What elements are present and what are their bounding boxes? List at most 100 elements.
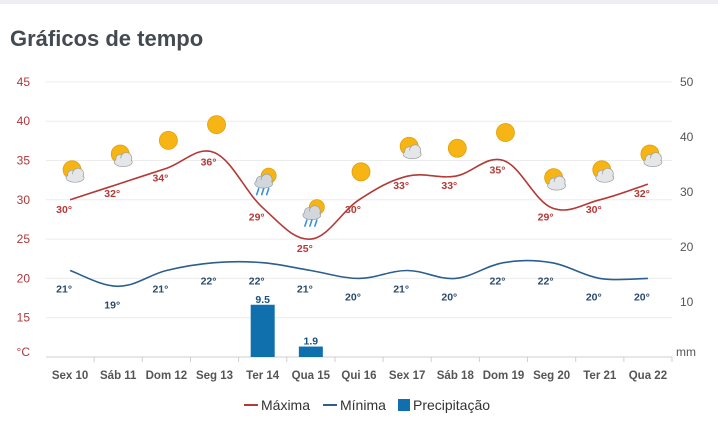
min-temp-value: 21 [393,284,405,296]
min-temp-value: 20 [586,291,598,303]
sun-cloud-icon [62,160,85,183]
legend-label: Precipitação [413,397,490,413]
x-tick-label: Ter 21 [583,370,617,382]
rain-drop [255,187,260,196]
max-temp-value: 30 [586,204,598,216]
precipitation-label: 1.9 [304,336,319,348]
x-tick-label: Ter 14 [246,370,280,382]
y-right-unit: mm [676,345,696,359]
min-temp-label: 20° [586,291,602,303]
max-temp-label: 35° [490,165,506,177]
min-temp-label: 22° [538,276,554,288]
degree-sign: ° [646,188,650,200]
degree-sign: ° [68,284,72,296]
degree-sign: ° [68,204,72,216]
sun-cloud-icon [110,144,133,167]
degree-sign: ° [405,284,409,296]
cloud-shape [403,150,421,159]
max-temp-label: 30° [345,204,361,216]
sun-shape [158,130,178,150]
legend-item[interactable]: Precipitação [398,397,490,413]
precipitation-bar [250,304,275,357]
max-temp-value: 36 [201,157,213,169]
min-temp-value: 19 [104,299,116,311]
y-left-tick-label: 15 [17,311,31,325]
x-tick-label: Qui 16 [341,370,376,382]
cloud-shape [255,179,272,188]
degree-sign: ° [598,291,602,303]
sun-shape [447,138,467,158]
cloud-shape [66,174,84,182]
rain-drop [314,219,318,227]
degree-sign: ° [260,212,264,224]
y-right-tick-label: 10 [680,295,694,309]
min-temp-label: 21° [297,284,313,296]
max-temp-label: 30° [586,204,602,216]
min-temp-value: 21 [152,284,164,296]
degree-sign: ° [646,291,650,303]
min-temp-label: 21° [152,284,168,296]
x-tick-label: Seg 13 [196,370,233,382]
legend-item[interactable]: Mínima [323,397,386,413]
x-tick-label: Sex 17 [389,370,425,382]
legend-swatch [398,399,410,411]
min-temp-value: 20 [634,291,646,303]
sun-cloud-icon [592,160,615,183]
sun-shape [351,162,371,182]
axes: 15 20 25 30 35 40 45 °C 10 20 30 40 50 mm Sex 10 Sáb 11… [17,75,696,382]
max-temp-value: 29 [249,212,261,224]
degree-sign: ° [549,212,553,224]
cloud-shape [596,174,613,182]
x-tick-label: Sáb 18 [437,370,475,382]
top-border [0,0,718,4]
min-temp-value: 21 [297,284,309,296]
legend[interactable]: Máxima Mínima Precipitação [244,397,490,413]
max-temp-label: 33° [393,180,409,192]
max-temp-value: 33 [441,180,453,192]
degree-sign: ° [212,276,216,288]
min-temp-value: 22 [201,276,213,288]
min-temp-label: 21° [393,284,409,296]
max-temp-label: 32° [104,188,120,200]
temperature-lines [69,150,649,288]
x-tick-label: Sáb 11 [100,370,137,382]
rain-drop [304,219,308,227]
max-temp-label: 29° [249,212,265,224]
x-tick-label: Qua 22 [629,370,667,382]
cloud-shape [115,158,132,166]
max-temp-label: 33° [441,180,457,192]
min-temp-label: 20° [441,291,457,303]
y-left-tick-label: 20 [17,271,31,285]
degree-sign: ° [212,157,216,169]
max-temp-label: 30° [56,204,72,216]
sun-cloud-rain-icon [302,199,325,227]
legend-item[interactable]: Máxima [244,397,310,413]
max-temp-label: 29° [538,212,554,224]
legend-label: Mínima [340,397,386,413]
y-right-tick-label: 30 [680,185,694,199]
degree-sign: ° [453,180,457,192]
sun-cloud-icon [640,144,663,167]
sun-icon [447,138,467,158]
y-right-tick-label: 50 [680,75,694,89]
min-temp-value: 20 [441,291,453,303]
legend-label: Máxima [261,397,310,413]
degree-sign: ° [164,284,168,296]
max-temp-label: 34° [152,172,168,184]
degree-sign: ° [357,204,361,216]
y-right-tick-label: 20 [680,240,694,254]
max-temp-value: 34 [152,172,164,184]
cloud-shape [548,181,565,190]
data-labels: 9.51.930°32°34°36°29°25°30°33° 33°35°29°3… [56,157,650,348]
precipitation-label: 9.5 [255,294,270,306]
max-temp-value: 30 [345,204,357,216]
series-line-minima [69,259,648,288]
grid-lines [46,81,672,358]
y-left-tick-label: 40 [17,114,31,128]
weather-icons [62,115,663,227]
sun-shape [207,115,226,135]
y-left-tick-label: 25 [17,232,31,246]
cloud-shape [303,211,321,219]
y-left-tick-label: 35 [17,154,31,168]
